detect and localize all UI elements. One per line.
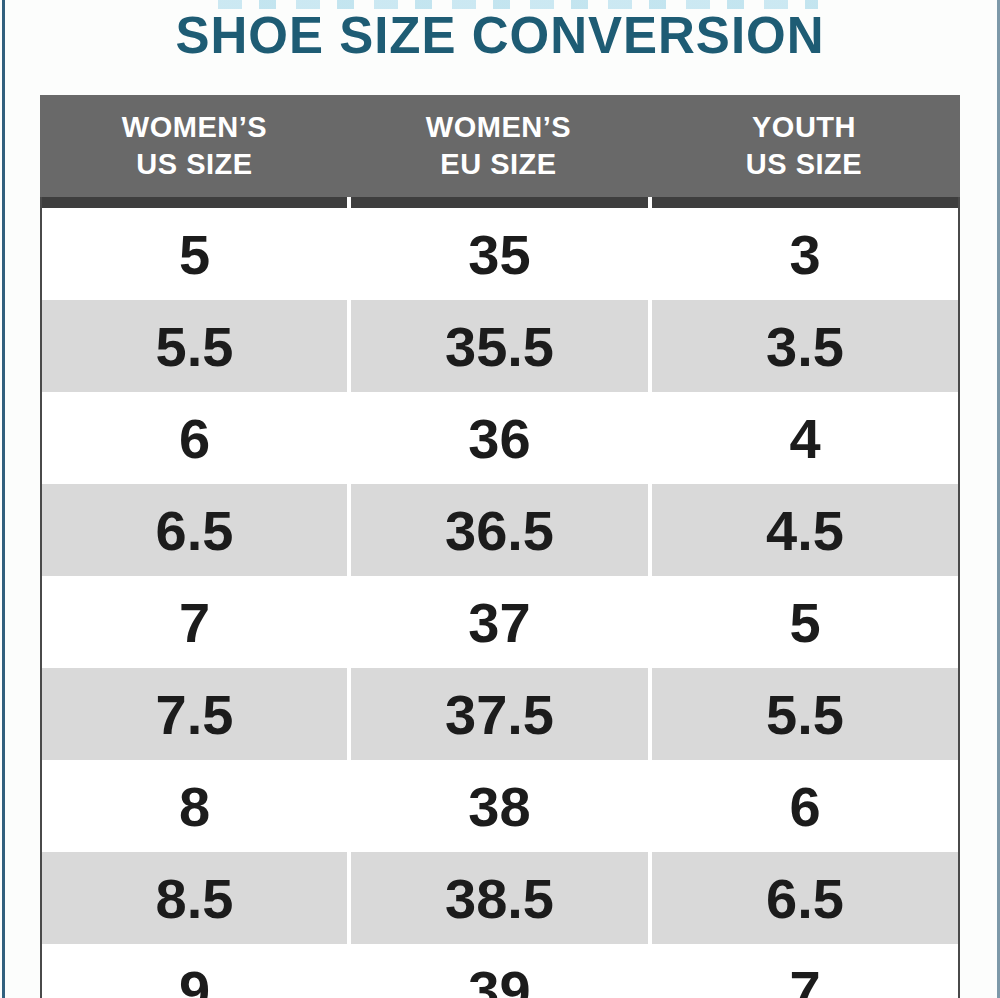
cell-womens-us: 5 [42, 208, 347, 300]
cell-womens-us: 7.5 [42, 668, 347, 760]
cell-womens-eu: 38 [351, 760, 648, 852]
header-line: EU SIZE [440, 146, 556, 183]
table-row: 5 35 3 [42, 208, 958, 300]
cell-womens-eu: 35.5 [351, 300, 648, 392]
cell-womens-us: 9 [42, 944, 347, 998]
underline-segment [652, 197, 958, 208]
cell-womens-us: 8.5 [42, 852, 347, 944]
cell-womens-eu: 35 [351, 208, 648, 300]
table-row: 7 37 5 [42, 576, 958, 668]
page-title: SHOE SIZE CONVERSION [0, 6, 1000, 65]
header-line: WOMEN’S [122, 109, 267, 146]
header-line: YOUTH [752, 109, 856, 146]
table-row: 7.5 37.5 5.5 [42, 668, 958, 760]
table-row: 9 39 7 [42, 944, 958, 998]
cell-youth-us: 6.5 [652, 852, 958, 944]
cell-womens-eu: 36 [351, 392, 648, 484]
underline-segment [42, 197, 347, 208]
cell-womens-eu: 36.5 [351, 484, 648, 576]
cell-youth-us: 3.5 [652, 300, 958, 392]
table-row: 5.5 35.5 3.5 [42, 300, 958, 392]
cell-womens-eu: 39 [351, 944, 648, 998]
cell-youth-us: 7 [652, 944, 958, 998]
cell-womens-us: 6.5 [42, 484, 347, 576]
underline-segment [351, 197, 648, 208]
shoe-size-conversion-table: WOMEN’S US SIZE WOMEN’S EU SIZE YOUTH US… [40, 95, 960, 998]
cell-womens-us: 7 [42, 576, 347, 668]
cell-youth-us: 4.5 [652, 484, 958, 576]
table-row: 8 38 6 [42, 760, 958, 852]
column-header-youth-us: YOUTH US SIZE [648, 95, 960, 197]
cell-youth-us: 3 [652, 208, 958, 300]
cell-womens-eu: 38.5 [351, 852, 648, 944]
table-header-row: WOMEN’S US SIZE WOMEN’S EU SIZE YOUTH US… [40, 95, 960, 197]
cell-womens-us: 8 [42, 760, 347, 852]
table-row: 6 36 4 [42, 392, 958, 484]
cell-youth-us: 4 [652, 392, 958, 484]
cell-womens-eu: 37.5 [351, 668, 648, 760]
header-line: US SIZE [136, 146, 252, 183]
table-row: 6.5 36.5 4.5 [42, 484, 958, 576]
table-body: 5 35 3 5.5 35.5 3.5 6 36 4 6.5 36.5 4.5 … [40, 197, 960, 998]
cell-youth-us: 5.5 [652, 668, 958, 760]
cell-youth-us: 6 [652, 760, 958, 852]
cell-youth-us: 5 [652, 576, 958, 668]
header-underline-strip [42, 197, 958, 208]
cell-womens-us: 6 [42, 392, 347, 484]
header-line: US SIZE [746, 146, 862, 183]
column-header-womens-us: WOMEN’S US SIZE [40, 95, 349, 197]
left-frame-edge [2, 0, 5, 998]
column-header-womens-eu: WOMEN’S EU SIZE [349, 95, 648, 197]
header-line: WOMEN’S [426, 109, 571, 146]
cell-womens-eu: 37 [351, 576, 648, 668]
cell-womens-us: 5.5 [42, 300, 347, 392]
table-row: 8.5 38.5 6.5 [42, 852, 958, 944]
